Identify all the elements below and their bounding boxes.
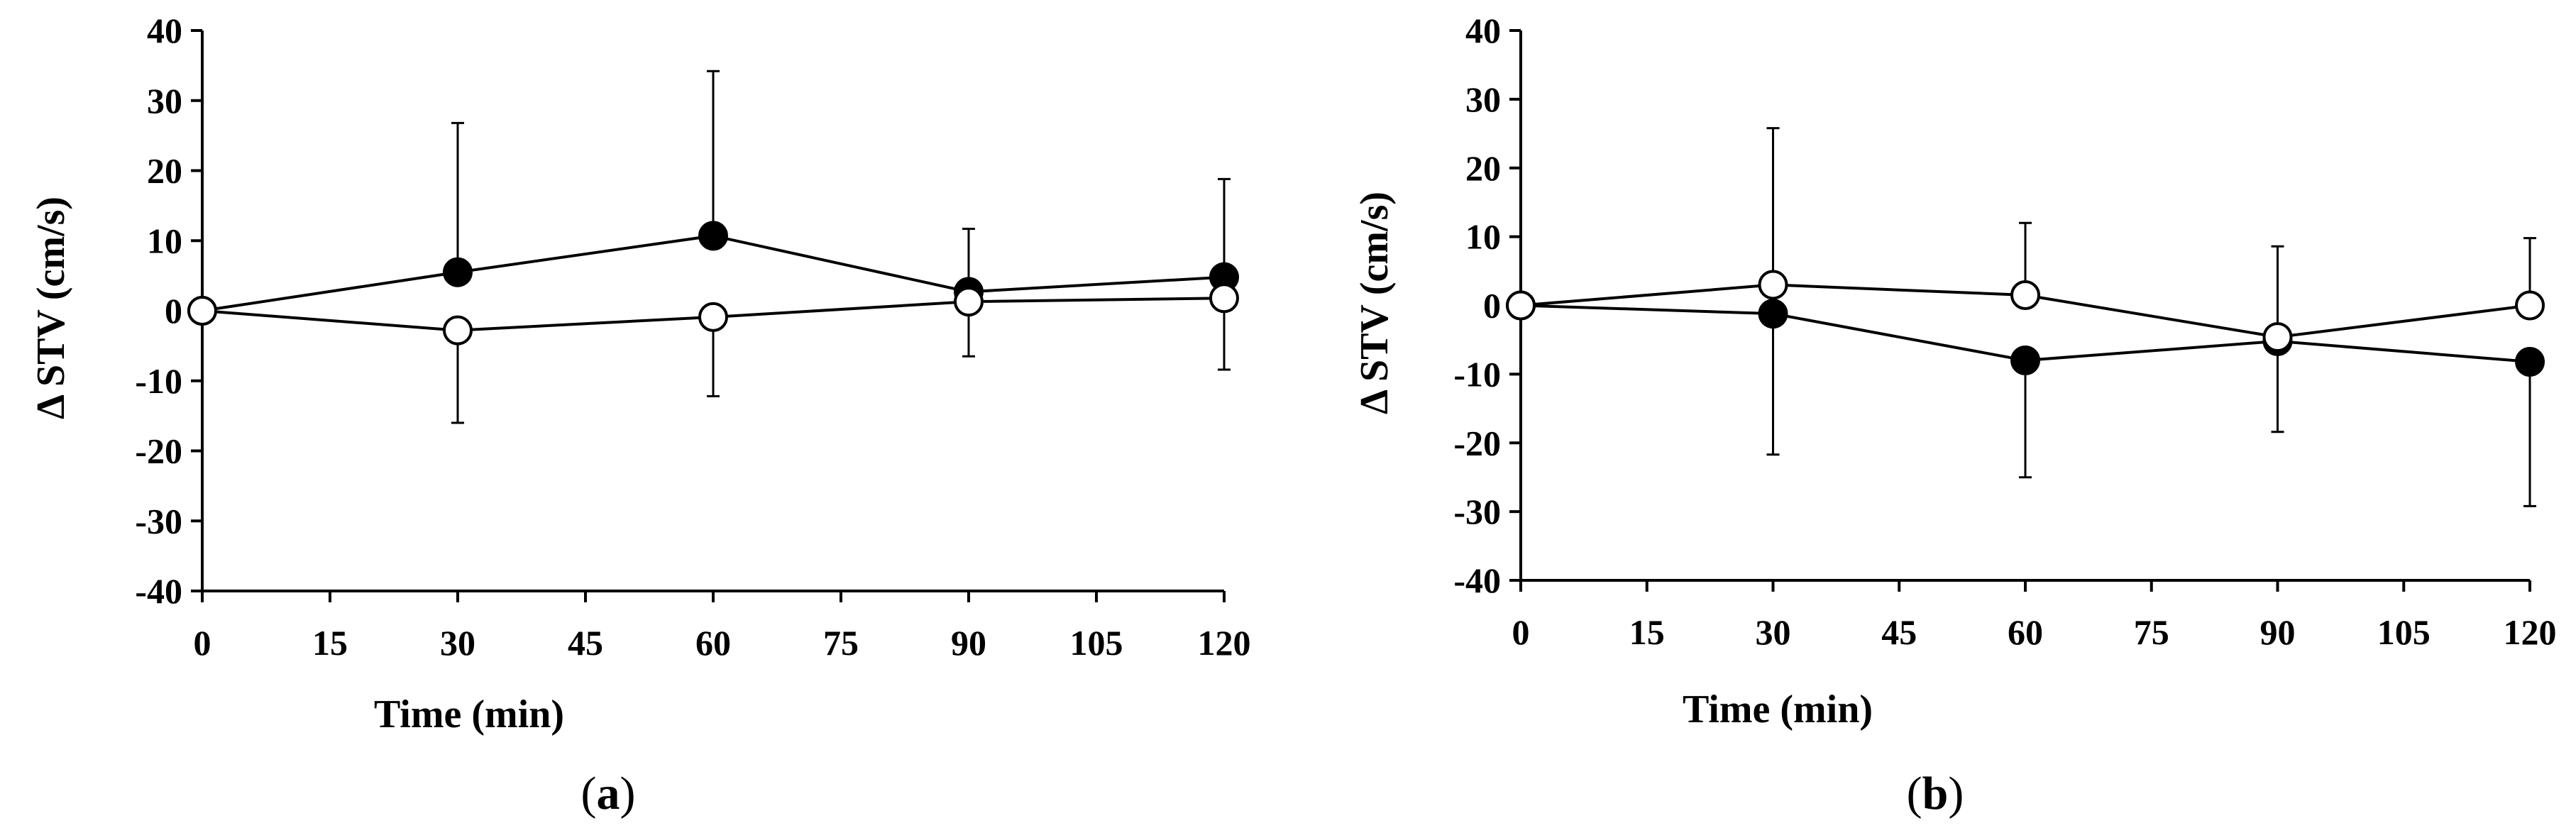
panel-b-y-tick-label: -10 xyxy=(1453,354,1501,394)
panel-b-x-tick-label: 0 xyxy=(1512,612,1530,652)
panel-a-error-bars xyxy=(451,70,1231,424)
panel-b-x-tick-label: 75 xyxy=(2134,612,2169,652)
panel-b-x-tick-label: 15 xyxy=(1629,612,1665,652)
panel-a-y-tick-label: 0 xyxy=(165,291,182,331)
panel-b-point-open xyxy=(2515,290,2545,321)
panel-a-x-axis-title: Time (min) xyxy=(374,692,564,736)
panel-a-marks: 40 30 20 10 0 -10 -20 -30 -40 0 15 30 45 60 75 90 105 120 xyxy=(135,11,1250,663)
panel-b: 40 30 20 10 0 -10 -20 -30 -40 0 15 30 45 60 75 90 105 120… xyxy=(1353,11,2557,819)
panel-b-point-filled xyxy=(2515,346,2545,377)
panel-a-point-open xyxy=(443,315,473,346)
panel-b-y-tick-label: 40 xyxy=(1465,11,1501,50)
panel-b-y-tick-label: 20 xyxy=(1465,148,1501,188)
panel-b-point-filled xyxy=(1758,299,1788,329)
panel-b-markers xyxy=(1506,270,2545,377)
panel-b-y-tick-label: 10 xyxy=(1465,217,1501,257)
panel-a-y-axis-title: Δ STV (cm/s) xyxy=(29,197,73,419)
panel-a-x-tick-label: 45 xyxy=(568,623,603,663)
panel-b-x-tick-label: 90 xyxy=(2260,612,2296,652)
panel-b-y-tick-label: -30 xyxy=(1453,492,1501,531)
panel-a-y-tick-label: -10 xyxy=(135,361,182,401)
panel-a-y-tick-label: 40 xyxy=(147,11,182,50)
panel-a-x-tick-label: 0 xyxy=(194,623,211,663)
panel-b-x-tick-label: 105 xyxy=(2377,612,2431,652)
panel-a-y-tick-label: -30 xyxy=(135,501,182,541)
panel-a-y-tick-label: 30 xyxy=(147,81,182,121)
panel-b-y-tick-label: 0 xyxy=(1483,286,1501,326)
panel-b-point-open xyxy=(1506,290,1536,321)
panel-b-y-tick-label: 30 xyxy=(1465,79,1501,119)
panel-a-y-tick-label: -40 xyxy=(135,571,182,611)
panel-b-x-tick-label: 30 xyxy=(1756,612,1791,652)
panel-b-point-filled xyxy=(2010,346,2040,375)
panel-a-x-tick-label: 60 xyxy=(695,623,731,663)
panel-a-point-open xyxy=(698,302,728,332)
panel-a-x-tick-label: 105 xyxy=(1070,623,1123,663)
panel-a-x-tick-label: 15 xyxy=(312,623,348,663)
panel-a-caption: (a) xyxy=(581,768,636,819)
panel-a-x-tick-label: 30 xyxy=(440,623,475,663)
panel-b-x-axis-title: Time (min) xyxy=(1683,687,1873,731)
panel-b-y-axis-title: Δ STV (cm/s) xyxy=(1353,192,1397,414)
panel-b-x-tick-label: 120 xyxy=(2504,612,2557,652)
panel-a-markers xyxy=(187,221,1239,346)
panel-a-y-tick-label: -20 xyxy=(135,431,182,471)
panel-b-y-tick-label: -40 xyxy=(1453,560,1501,600)
panel-a-point-open xyxy=(1209,283,1239,314)
panel-b-caption: (b) xyxy=(1907,768,1964,819)
panel-b-marks: 40 30 20 10 0 -10 -20 -30 -40 0 15 30 45 60 75 90 105 120 xyxy=(1453,11,2556,652)
panel-b-point-open xyxy=(1758,270,1788,300)
panel-a-y-tick-label: 10 xyxy=(147,221,182,260)
panel-a-point-filled xyxy=(443,257,473,287)
panel-b-x-tick-label: 45 xyxy=(1881,612,1917,652)
panel-b-point-open xyxy=(2010,280,2040,310)
panel-b-x-tick-label: 60 xyxy=(2008,612,2043,652)
panel-b-caption-letter: b xyxy=(1922,768,1949,819)
panel-a-x-tick-label: 120 xyxy=(1198,623,1251,663)
panel-a: 40 30 20 10 0 -10 -20 -30 -40 0 15 30 45 60 75 90 105 120… xyxy=(29,11,1251,819)
panel-b-y-tick-label: -20 xyxy=(1453,423,1501,463)
panel-a-x-tick-label: 75 xyxy=(823,623,859,663)
panel-a-point-open xyxy=(954,287,984,317)
panel-a-point-filled xyxy=(698,221,728,251)
panel-b-point-open xyxy=(2262,322,2293,353)
panel-a-caption-letter: a xyxy=(597,768,620,819)
panel-a-x-tick-label: 90 xyxy=(951,623,986,663)
panel-a-y-tick-label: 20 xyxy=(147,151,182,191)
panel-a-point-open xyxy=(187,296,217,326)
